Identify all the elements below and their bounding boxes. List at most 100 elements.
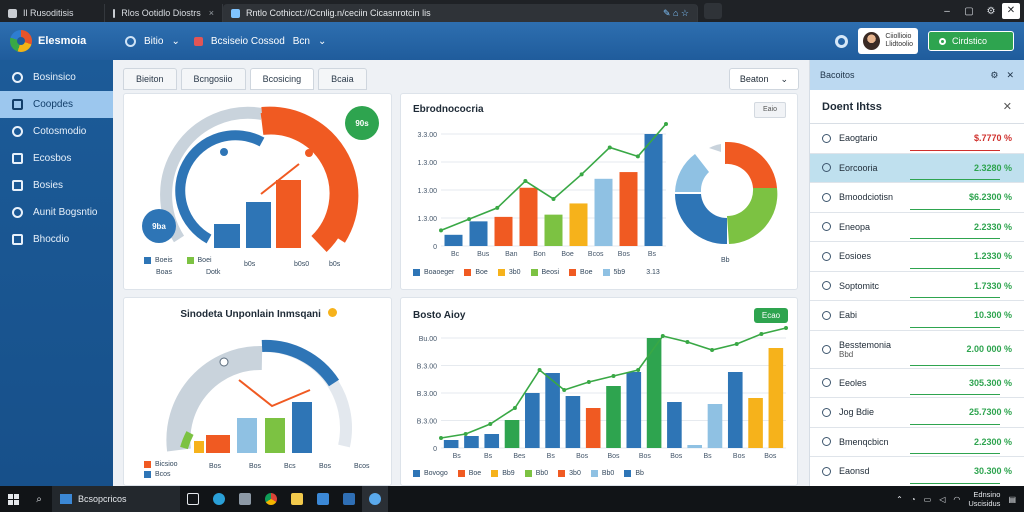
link-icon[interactable]: ✎ ⌂ ☆ — [662, 7, 689, 18]
x-tick-label: Bes — [513, 453, 526, 460]
legend-label: Bcos — [155, 471, 171, 478]
filter-dropdown[interactable]: Beaton ⌄ — [728, 68, 799, 90]
taskbar-pin[interactable] — [336, 486, 362, 512]
taskbar-pin[interactable] — [284, 486, 310, 512]
metric-row[interactable]: Jog Bdie 25.7300 % — [810, 398, 1024, 428]
search-button[interactable]: ⌕ — [26, 486, 52, 512]
chevron-up-icon[interactable]: ⌃ — [896, 494, 903, 504]
close-window-icon[interactable]: ✕ — [1002, 3, 1020, 19]
tab-favicon-icon — [8, 8, 17, 18]
task-view-button[interactable] — [180, 486, 206, 512]
legend-item: Bb0 — [590, 470, 614, 477]
tab-label: Bieiton — [136, 74, 164, 84]
minimize-icon[interactable]: – — [944, 5, 950, 17]
gear-icon[interactable] — [835, 34, 848, 48]
metric-label-wrap: Bmenqcbicn — [839, 437, 889, 447]
chevron-down-icon[interactable]: ⌄ — [318, 35, 327, 47]
sidebar-item[interactable]: Bosies — [0, 172, 113, 199]
new-tab-button[interactable] — [704, 3, 722, 19]
maximize-icon[interactable]: ▢ — [964, 5, 974, 17]
dashboard-icon — [12, 72, 23, 83]
wifi-icon[interactable]: ◠ — [953, 494, 961, 504]
legend-item: Bcos — [144, 471, 178, 478]
taskbar-pin[interactable] — [310, 486, 336, 512]
metric-label-wrap: Jog Bdie — [839, 407, 874, 417]
metric-row[interactable]: Eosioes 1.2330 % — [810, 242, 1024, 272]
metric-row[interactable]: Soptomitc 1.7330 % — [810, 271, 1024, 301]
metric-value: 1.2330 % — [973, 251, 1012, 262]
close-icon[interactable]: ✕ — [1006, 69, 1014, 80]
trend-point — [685, 340, 690, 344]
metric-row[interactable]: Eaonsd 30.300 % — [810, 457, 1024, 487]
metric-row[interactable]: Eeoles 305.300 % — [810, 368, 1024, 398]
main-content: Bieiton Bcngosiio Bcosicing Bcaia Beaton… — [113, 60, 809, 486]
y-tick-label: 0 — [433, 244, 437, 251]
tab-segments[interactable]: Bcngosiio — [180, 68, 246, 90]
metric-row[interactable]: Eabi 10.300 % — [810, 301, 1024, 331]
tab-reporting[interactable]: Bcosicing — [249, 68, 315, 90]
x-tick-label: Bs — [704, 453, 713, 460]
metric-label: Bmoodciotisn — [839, 192, 894, 203]
metric-label: Eneopa — [839, 221, 871, 232]
taskbar-pin-active[interactable] — [362, 486, 388, 512]
close-icon[interactable]: × — [208, 8, 214, 18]
settings-icon[interactable]: ⚙ — [990, 69, 999, 80]
taskbar-app[interactable]: Bcsopcricos — [52, 486, 180, 512]
volume-icon[interactable]: ◁ — [939, 494, 946, 504]
network-icon[interactable]: ◔ — [910, 494, 916, 504]
legend-item: Boe — [457, 470, 481, 477]
browser-tab-active[interactable]: Rntlo Cothicct://Ccnlig.n/ceciin Cicasnr… — [223, 4, 698, 22]
browser-tab[interactable]: Il Rusoditisis — [0, 4, 105, 22]
header-nav-item[interactable]: Bcn — [292, 35, 310, 47]
taskbar-pin[interactable] — [206, 486, 232, 512]
header-nav-item[interactable]: Bcsiseio Cossod — [210, 35, 285, 47]
legend-label: Boe — [580, 269, 593, 276]
metric-value: 2.2300 % — [973, 436, 1012, 447]
chart-options-button[interactable]: Eaio — [754, 102, 786, 118]
tab-data[interactable]: Bcaia — [318, 68, 367, 90]
sidebar-item[interactable]: Ecosbos — [0, 145, 113, 172]
gauge-arc-green — [180, 431, 194, 450]
x-tick-label: Bos — [639, 453, 652, 460]
user-menu[interactable]: Ciiollioio Llidtoolio — [858, 28, 918, 54]
info-icon[interactable] — [327, 308, 337, 317]
clock[interactable]: Ednsino Uscisidus — [968, 490, 1000, 508]
score-badge: 90s — [345, 106, 379, 140]
trend-point — [439, 228, 443, 233]
sidebar: Bosinsico Coopdes Cotosmodio Ecosbos Bos… — [0, 60, 113, 486]
metric-icon — [822, 344, 831, 354]
chevron-down-icon[interactable]: ⌄ — [171, 35, 180, 47]
primary-action-button[interactable]: Cirdstico — [928, 31, 1014, 51]
donut-label: Bb — [721, 257, 730, 264]
chart-bar — [525, 393, 540, 448]
metric-row[interactable]: Besstemonia Bbd 2.00 000 % — [810, 330, 1024, 369]
taskbar-pin[interactable] — [258, 486, 284, 512]
sidebar-item[interactable]: Cotosmodio — [0, 118, 113, 145]
close-icon[interactable]: ✕ — [1002, 101, 1012, 113]
legend-item: Boe — [569, 269, 593, 276]
sidebar-item[interactable]: Bhocdio — [0, 226, 113, 253]
battery-icon[interactable]: ▭ — [923, 494, 932, 504]
start-button[interactable] — [0, 486, 26, 512]
clock-date: Uscisidus — [968, 499, 1001, 508]
metric-row[interactable]: Bmenqcbicn 2.2300 % — [810, 427, 1024, 457]
notification-icon[interactable]: ▤ — [1008, 494, 1016, 504]
sidebar-item[interactable]: Aunit Bogsntio — [0, 199, 113, 226]
chart-status-button[interactable]: Ecao — [754, 308, 788, 323]
settings-icon[interactable]: ⚙ — [986, 5, 996, 17]
metric-row[interactable]: Eneopa 2.2330 % — [810, 212, 1024, 242]
tab-label: Bcngosiio — [193, 74, 233, 84]
metric-row[interactable]: Eaogtario $.7770 % — [810, 124, 1024, 154]
tab-overview[interactable]: Bieiton — [123, 68, 177, 90]
metric-row[interactable]: Eorcooria 2.3280 % — [810, 153, 1024, 183]
sidebar-item[interactable]: Bosinsico — [0, 64, 113, 91]
gauge-arc-blue — [175, 130, 265, 244]
metric-row[interactable]: Bmoodciotisn $6.2300 % — [810, 183, 1024, 213]
sidebar-item-active[interactable]: Coopdes — [0, 91, 113, 118]
taskbar-pin[interactable] — [232, 486, 258, 512]
browser-tab[interactable]: Rlos Ootidlo Diostrs × — [105, 4, 223, 22]
metric-label: Jog Bdie — [839, 407, 875, 418]
metric-value: 305.300 % — [968, 377, 1012, 388]
brand[interactable]: Elesmoia — [0, 30, 113, 52]
header-nav-item[interactable]: Bitio — [144, 35, 164, 47]
